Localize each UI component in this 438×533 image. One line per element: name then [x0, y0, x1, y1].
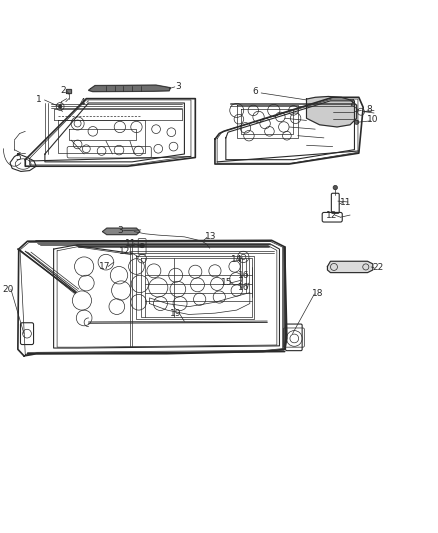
Text: 11: 11 — [340, 198, 351, 207]
Polygon shape — [102, 228, 140, 235]
Text: 16: 16 — [238, 271, 250, 280]
Polygon shape — [307, 96, 357, 127]
Circle shape — [58, 105, 62, 108]
Text: 2: 2 — [61, 86, 67, 95]
Text: 8: 8 — [366, 106, 372, 115]
Text: 20: 20 — [2, 285, 14, 294]
Polygon shape — [66, 88, 71, 93]
Text: 1: 1 — [35, 95, 41, 104]
Text: 10: 10 — [367, 116, 378, 125]
Text: 3: 3 — [117, 226, 123, 235]
Text: 6: 6 — [253, 87, 258, 96]
Text: 11: 11 — [124, 239, 136, 248]
Circle shape — [354, 120, 359, 124]
Text: 7: 7 — [348, 99, 354, 108]
Circle shape — [140, 244, 144, 248]
Text: 22: 22 — [372, 263, 383, 272]
Circle shape — [333, 185, 337, 190]
Text: 3: 3 — [176, 82, 181, 91]
Text: 4: 4 — [80, 98, 85, 107]
Polygon shape — [88, 85, 170, 92]
Text: 19: 19 — [170, 309, 181, 318]
Text: 16: 16 — [238, 283, 250, 292]
Text: 17: 17 — [99, 262, 110, 271]
Text: 18: 18 — [312, 289, 324, 298]
Text: 12: 12 — [120, 247, 131, 256]
Text: 15: 15 — [221, 278, 233, 287]
Text: 13: 13 — [205, 232, 216, 241]
Text: 5: 5 — [15, 153, 21, 162]
Polygon shape — [328, 261, 373, 272]
Text: 12: 12 — [326, 211, 337, 220]
Text: 14: 14 — [231, 255, 242, 264]
